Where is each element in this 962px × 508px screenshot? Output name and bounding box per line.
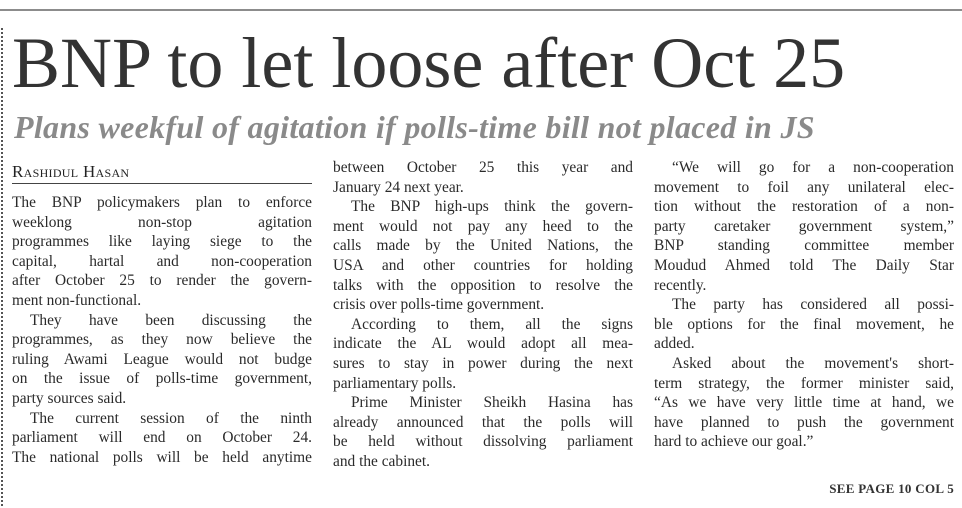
dotted-border xyxy=(1,28,5,506)
text-line: between October 25 this year and xyxy=(333,159,633,176)
text-line: parliament will end on October 24. xyxy=(12,429,312,447)
text-line: The BNP high-ups think the govern- xyxy=(351,198,633,216)
byline-rule xyxy=(12,183,312,184)
text-line: USA and other countries for holding xyxy=(333,256,633,274)
article-column-2: between October 25 this year and January … xyxy=(333,158,633,472)
text-line: calls made by the United Nations, the xyxy=(333,237,633,255)
text-line: hard to achieve our goal.” xyxy=(654,433,814,451)
text-line: after October 25 to render the govern- xyxy=(12,272,312,290)
top-rule xyxy=(0,9,962,11)
text-line: programmes, as they now believe the xyxy=(12,331,312,349)
text-line: ble options for the final movement, he xyxy=(654,315,954,333)
text-line: ment non-functional. xyxy=(12,291,142,309)
text-line: talks with the opposition to resolve the xyxy=(333,276,633,294)
text-line: movement to foil any unilateral elec- xyxy=(654,178,954,196)
text-line: term strategy, the former minister said, xyxy=(654,374,954,392)
text-line: tion without the restoration of a non- xyxy=(654,198,954,216)
text-line: already announced that the polls will xyxy=(333,413,633,431)
text-line: and the cabinet. xyxy=(333,452,431,470)
text-line: capital, hartal and non-cooperation xyxy=(12,252,312,270)
text-line: recently. xyxy=(654,276,707,294)
article-column-3: “We will go for a non-cooperation movemen… xyxy=(654,158,954,452)
text-line: parliamentary polls. xyxy=(333,374,457,392)
text-line: According to them, all the signs xyxy=(351,315,633,333)
continued-on-jump: SEE PAGE 10 COL 5 xyxy=(829,481,954,496)
text-line: sures to stay in power during the next xyxy=(333,354,633,372)
headline: BNP to let loose after Oct 25 xyxy=(12,23,846,103)
text-line: The party has considered all possi- xyxy=(672,296,954,314)
text-line: ment would not pay any heed to the xyxy=(333,217,633,235)
text-line: BNP standing committee member xyxy=(654,237,954,255)
text-line: programmes like laying siege to the xyxy=(12,233,312,251)
text-line: party sources said. xyxy=(12,389,127,407)
text-line: have planned to push the government xyxy=(654,413,954,431)
text-line: January 24 next year. xyxy=(333,178,464,196)
text-line: “We will go for a non-cooperation xyxy=(672,159,954,176)
text-line: The national polls will be held anytime xyxy=(12,448,312,466)
text-line: Asked about the movement's short- xyxy=(672,354,954,372)
text-line: weeklong non-stop agitation xyxy=(12,213,312,231)
text-line: added. xyxy=(654,335,695,353)
text-line: They have been discussing the xyxy=(30,311,312,329)
text-line: be held without dissolving parliament xyxy=(333,433,633,451)
text-line: indicate the AL would adopt all mea- xyxy=(333,335,633,353)
text-line: The current session of the ninth xyxy=(30,409,312,427)
text-line: ruling Awami League would not budge xyxy=(12,350,312,368)
subheadline: Plans weekful of agitation if polls-time… xyxy=(14,109,815,145)
text-line: Moudud Ahmed told The Daily Star xyxy=(654,256,954,274)
text-line: crisis over polls-time government. xyxy=(333,296,545,314)
text-line: The BNP policymakers plan to enforce xyxy=(12,194,312,211)
text-line: Prime Minister Sheikh Hasina has xyxy=(351,394,633,412)
text-line: party caretaker government system,” xyxy=(654,217,954,235)
article-column-1: The BNP policymakers plan to enforce week… xyxy=(12,193,312,467)
text-line: “As we have very little time at hand, we xyxy=(654,394,954,412)
text-line: on the issue of polls-time government, xyxy=(12,370,312,388)
byline: Rashidul Hasan xyxy=(12,162,130,181)
